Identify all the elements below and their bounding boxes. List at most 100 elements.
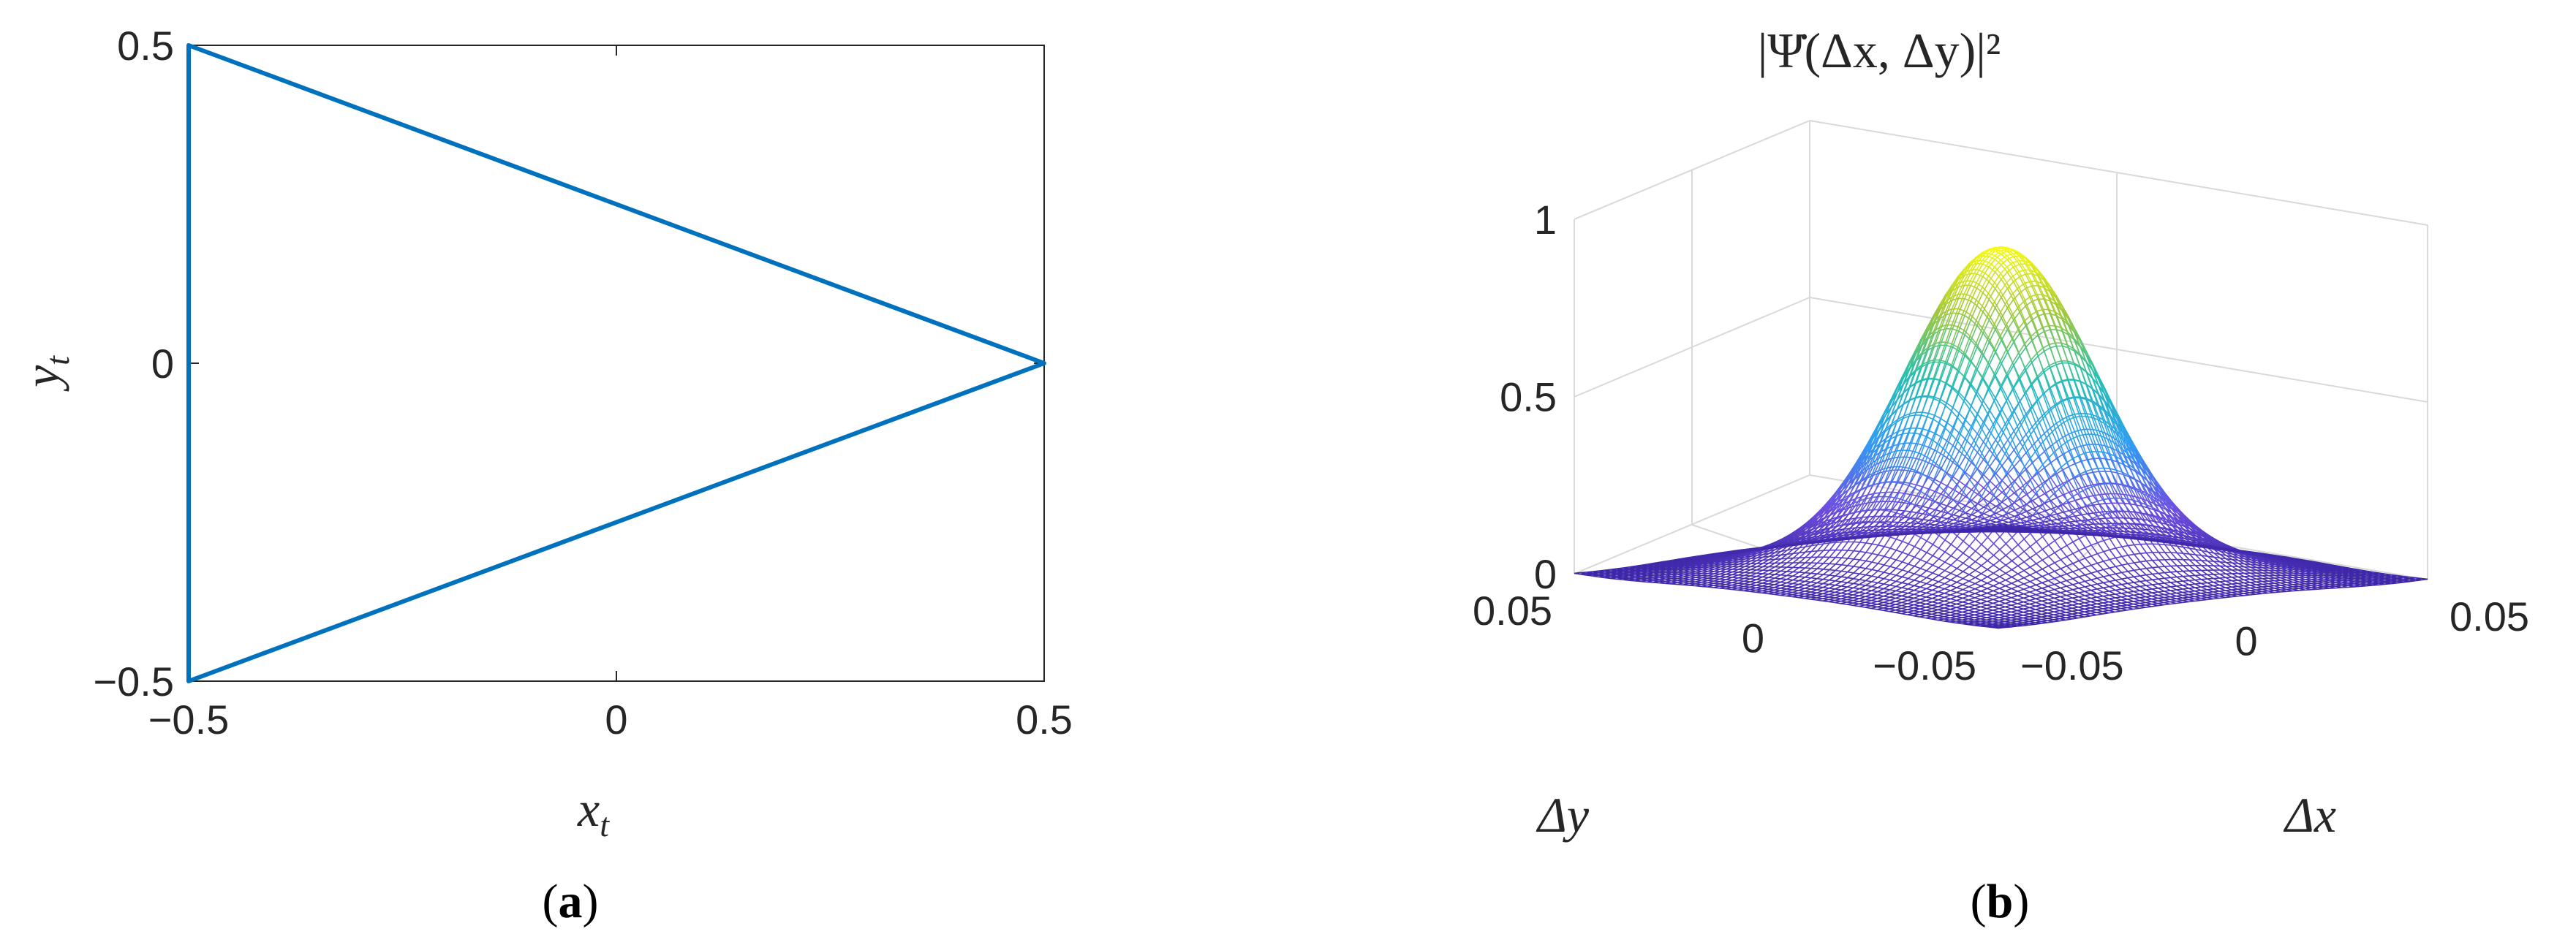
surface-mesh-line — [2024, 314, 2032, 322]
surface-mesh-line — [2050, 477, 2058, 487]
surface-mesh-line — [1944, 544, 1952, 553]
surface-mesh-line — [1884, 573, 1891, 580]
surface-mesh-line — [1853, 559, 1861, 567]
surface-mesh-line — [2189, 553, 2196, 555]
surface-mesh-line — [1981, 549, 1988, 557]
surface-mesh-line — [1884, 536, 1891, 547]
surface-mesh-line — [2019, 264, 2026, 275]
surface-mesh-line — [1859, 574, 1867, 580]
surface-mesh-line — [1780, 571, 1788, 576]
surface-mesh-line — [2036, 536, 2043, 542]
surface-mesh-line — [2005, 588, 2012, 592]
surface-mesh-line — [1932, 567, 1939, 574]
surface-mesh-line — [2017, 588, 2024, 592]
surface-mesh-line — [2152, 534, 2159, 536]
surface-mesh-line — [2078, 558, 2086, 562]
surface-mesh-line — [1914, 344, 1922, 360]
surface-mesh-line — [1816, 569, 1824, 574]
surface-mesh-line — [2041, 515, 2050, 523]
surface-mesh-line — [2037, 285, 2044, 300]
surface-mesh-line — [1816, 563, 1824, 569]
surface-mesh-line — [2104, 411, 2111, 418]
surface-mesh-line — [1950, 596, 1957, 600]
surface-mesh-line — [2074, 508, 2082, 516]
surface-mesh-line — [2134, 553, 2141, 555]
surface-mesh-line — [1993, 484, 2001, 496]
surface-mesh-line — [1927, 322, 1935, 338]
surface-mesh-line — [1981, 363, 1989, 379]
surface-mesh-line — [1963, 433, 1971, 449]
surface-mesh-line — [2146, 573, 2153, 576]
surface-mesh-line — [2103, 567, 2110, 571]
surface-mesh-line — [1987, 590, 1994, 594]
surface-mesh-line — [1903, 469, 1911, 472]
surface-mesh-line — [1823, 563, 1830, 570]
surface-mesh-line — [2011, 595, 2018, 599]
surface-mesh-line — [2072, 582, 2080, 585]
surface-mesh-line — [2018, 368, 2025, 379]
surface-mesh-line — [2104, 420, 2112, 437]
plot-a-y-tick-label: 0.5 — [117, 23, 174, 69]
surface-mesh-line — [1993, 504, 2001, 515]
surface-mesh-line — [1865, 553, 1873, 562]
surface-mesh-line — [1981, 439, 1989, 454]
surface-mesh-line — [2080, 475, 2088, 487]
surface-mesh-line — [1921, 336, 1929, 354]
surface-mesh-line — [1889, 574, 1897, 581]
surface-mesh-line — [1919, 596, 1927, 600]
surface-mesh-line — [2072, 492, 2080, 497]
surface-mesh-line — [1987, 426, 1995, 441]
surface-mesh-line — [2062, 469, 2070, 481]
surface-mesh-line — [2098, 417, 2106, 433]
surface-mesh-line — [2006, 314, 2014, 325]
surface-mesh-line — [2030, 352, 2038, 361]
surface-mesh-line — [1810, 562, 1818, 569]
surface-mesh-line — [1877, 588, 1884, 593]
surface-mesh-line — [1877, 546, 1885, 555]
surface-mesh-line — [1945, 325, 1953, 343]
surface-mesh-line — [2072, 576, 2080, 580]
surface-mesh-line — [1959, 480, 1966, 486]
surface-mesh-line — [2103, 574, 2110, 577]
surface-mesh-line — [1922, 444, 1929, 448]
surface-mesh-line — [1871, 591, 1878, 595]
surface-mesh-line — [2085, 398, 2093, 403]
surface-mesh-line — [1940, 417, 1947, 423]
surface-mesh-line — [1841, 532, 1848, 543]
surface-mesh-line — [2055, 403, 2063, 420]
surface-mesh-line — [1982, 378, 1990, 389]
surface-mesh-line — [1865, 585, 1873, 591]
surface-mesh-line — [2006, 271, 2014, 282]
surface-mesh-line — [2097, 405, 2105, 412]
surface-mesh-line — [2103, 580, 2109, 584]
surface-mesh-line — [1950, 587, 1957, 591]
surface-mesh-line — [2109, 428, 2118, 434]
surface-mesh-line — [1969, 368, 1977, 384]
surface-mesh-line — [1988, 319, 1996, 330]
surface-mesh-line — [1982, 400, 1990, 411]
surface-mesh-line — [2099, 518, 2107, 525]
surface-mesh-line — [1853, 583, 1860, 589]
surface-mesh-line — [2038, 485, 2045, 494]
surface-mesh-line — [2195, 559, 2202, 561]
surface-mesh-line — [2014, 502, 2021, 508]
surface-mesh-line — [2164, 520, 2172, 525]
surface-mesh-line — [1889, 567, 1897, 574]
surface-mesh-line — [2043, 314, 2051, 330]
surface-mesh-line — [2074, 431, 2082, 447]
surface-mesh-line — [2074, 396, 2082, 414]
surface-mesh-line — [1982, 292, 1990, 300]
surface-mesh-line — [1933, 327, 1941, 345]
plot-a-x-tick-label: 0.5 — [1016, 697, 1073, 743]
surface-mesh-line — [1969, 320, 1977, 336]
surface-mesh-line — [1914, 549, 1922, 558]
surface-mesh-line — [2005, 593, 2012, 596]
surface-mesh-line — [1896, 433, 1904, 452]
surface-mesh-line — [2128, 463, 2135, 470]
surface-mesh-line — [2008, 512, 2015, 517]
surface-mesh-line — [1871, 587, 1878, 591]
surface-mesh-line — [2061, 342, 2069, 346]
surface-mesh-line — [2134, 488, 2142, 493]
surface-mesh-line — [2019, 276, 2026, 289]
surface-mesh-line — [1841, 558, 1848, 566]
